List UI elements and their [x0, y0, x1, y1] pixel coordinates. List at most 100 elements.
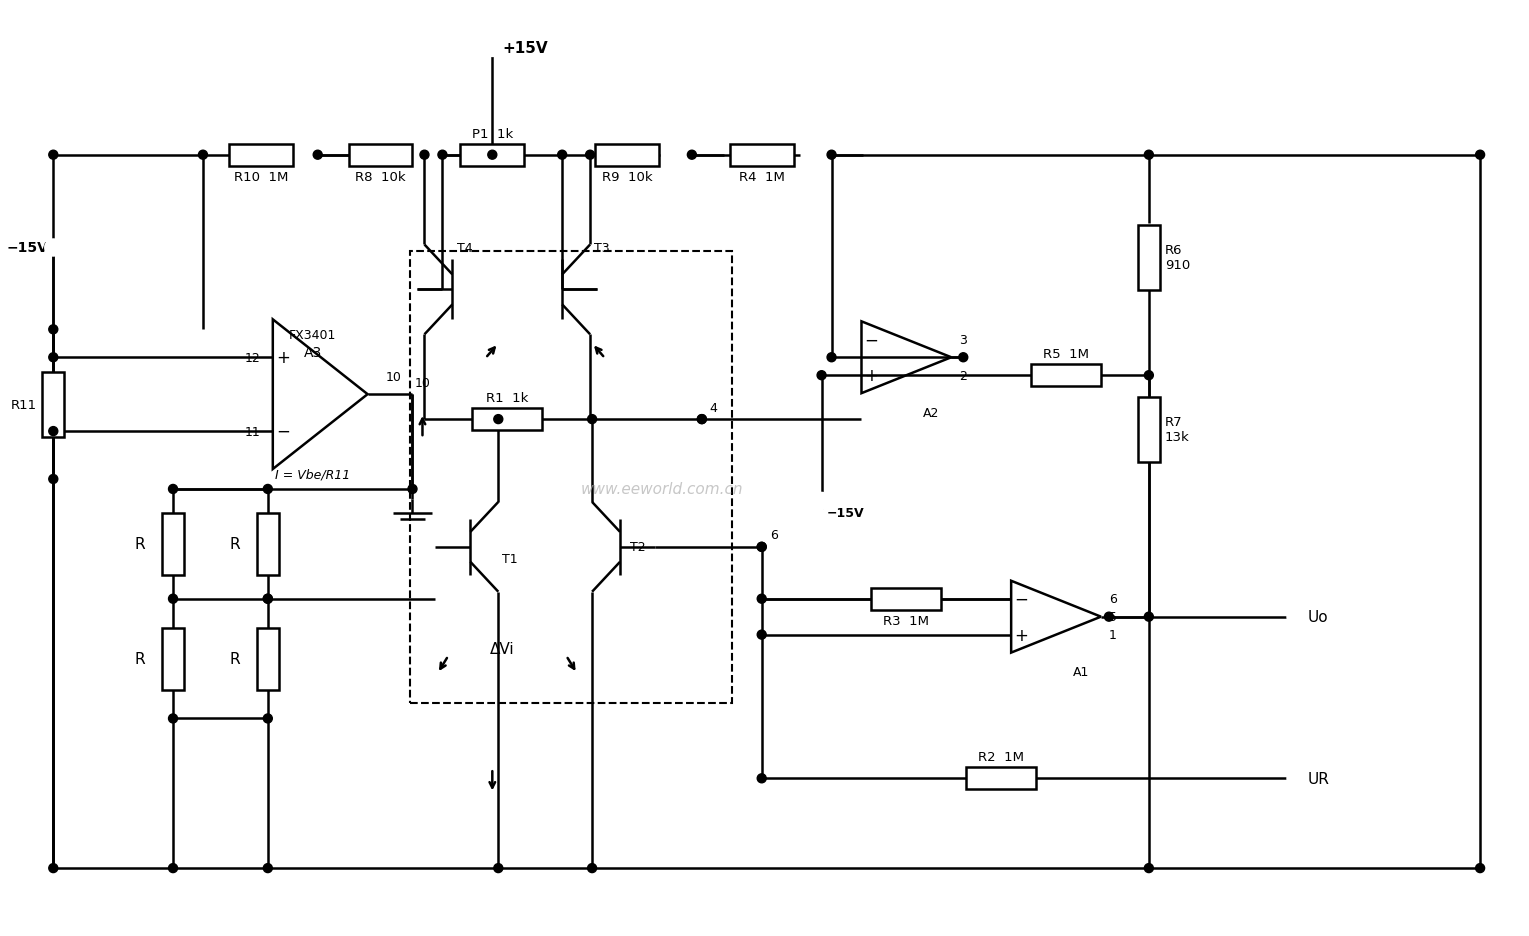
Circle shape — [1475, 864, 1485, 872]
Bar — [410, 252, 732, 704]
Text: 12: 12 — [245, 351, 261, 364]
Circle shape — [1475, 151, 1485, 160]
Text: T4: T4 — [457, 241, 472, 255]
Text: R8  10k: R8 10k — [355, 170, 405, 183]
Circle shape — [757, 543, 766, 551]
Text: −: − — [1014, 590, 1027, 608]
Text: 5: 5 — [1109, 610, 1118, 623]
Circle shape — [168, 714, 177, 724]
Bar — [460, 144, 524, 167]
Circle shape — [263, 714, 272, 724]
Circle shape — [494, 864, 503, 872]
Text: −: − — [275, 423, 289, 441]
Circle shape — [263, 485, 272, 494]
Circle shape — [1144, 372, 1153, 380]
Bar — [257, 628, 278, 690]
Circle shape — [697, 416, 706, 424]
Text: www.eeworld.com.cn: www.eeworld.com.cn — [581, 482, 743, 497]
Bar — [729, 144, 794, 167]
Circle shape — [485, 41, 500, 57]
Bar — [872, 588, 942, 610]
Circle shape — [827, 354, 836, 362]
Text: R2  1M: R2 1M — [979, 751, 1024, 764]
Circle shape — [757, 543, 766, 551]
Circle shape — [1144, 151, 1153, 160]
Text: R6
910: R6 910 — [1165, 244, 1190, 272]
Bar — [229, 144, 292, 167]
Text: UR: UR — [1307, 771, 1329, 786]
Text: ΔVi: ΔVi — [489, 641, 515, 656]
Circle shape — [757, 631, 766, 639]
Text: FX3401: FX3401 — [289, 329, 336, 342]
Circle shape — [558, 151, 567, 160]
Circle shape — [586, 151, 595, 160]
Circle shape — [437, 151, 446, 160]
Text: I = Vbe/R11: I = Vbe/R11 — [275, 468, 350, 481]
Text: +: + — [275, 349, 289, 367]
Circle shape — [1144, 612, 1153, 622]
Bar — [43, 373, 64, 437]
Circle shape — [1287, 770, 1304, 786]
Bar — [349, 144, 413, 167]
Circle shape — [757, 594, 766, 604]
Circle shape — [408, 485, 417, 494]
Text: 4: 4 — [709, 402, 717, 415]
Circle shape — [813, 493, 830, 509]
Circle shape — [49, 151, 58, 160]
Text: R7
13k: R7 13k — [1165, 416, 1190, 444]
Text: R5  1M: R5 1M — [1043, 348, 1089, 361]
Text: +: + — [864, 367, 878, 385]
Text: R11: R11 — [11, 398, 37, 411]
Circle shape — [263, 594, 272, 604]
Circle shape — [49, 475, 58, 484]
Circle shape — [49, 427, 58, 436]
Circle shape — [587, 416, 596, 424]
Text: T1: T1 — [503, 552, 518, 565]
Text: R4  1M: R4 1M — [739, 170, 784, 183]
Circle shape — [168, 864, 177, 872]
Text: 10: 10 — [414, 376, 430, 389]
Bar — [595, 144, 659, 167]
Text: A3: A3 — [304, 346, 321, 359]
Text: R: R — [135, 651, 145, 666]
Circle shape — [1144, 864, 1153, 872]
Text: 11: 11 — [245, 425, 261, 438]
Bar — [1031, 365, 1101, 387]
Text: R10  1M: R10 1M — [234, 170, 287, 183]
Text: −15V: −15V — [827, 507, 864, 519]
Circle shape — [816, 372, 826, 380]
Text: R: R — [229, 536, 240, 551]
Circle shape — [49, 354, 58, 362]
Text: 3: 3 — [959, 333, 968, 346]
Circle shape — [827, 151, 836, 160]
Circle shape — [1104, 612, 1113, 622]
Circle shape — [49, 864, 58, 872]
Text: +15V: +15V — [503, 41, 547, 56]
Bar — [472, 409, 543, 431]
Circle shape — [168, 594, 177, 604]
Circle shape — [199, 151, 208, 160]
Bar — [257, 513, 278, 575]
Bar — [162, 628, 183, 690]
Text: 2: 2 — [959, 370, 968, 382]
Text: R: R — [135, 536, 145, 551]
Circle shape — [587, 864, 596, 872]
Circle shape — [488, 151, 497, 160]
Circle shape — [313, 151, 323, 160]
Text: 10: 10 — [385, 371, 402, 384]
Text: 6: 6 — [1109, 592, 1116, 606]
Circle shape — [46, 241, 61, 256]
Bar — [1138, 397, 1161, 462]
Bar — [1138, 226, 1161, 290]
Circle shape — [688, 151, 696, 160]
Bar — [966, 768, 1037, 789]
Text: A1: A1 — [1073, 665, 1089, 679]
Text: R1  1k: R1 1k — [486, 392, 529, 404]
Circle shape — [494, 416, 503, 424]
Text: R: R — [229, 651, 240, 666]
Circle shape — [757, 774, 766, 782]
Circle shape — [1287, 609, 1304, 625]
Circle shape — [263, 594, 272, 604]
Text: −: − — [864, 331, 878, 349]
Circle shape — [420, 151, 430, 160]
